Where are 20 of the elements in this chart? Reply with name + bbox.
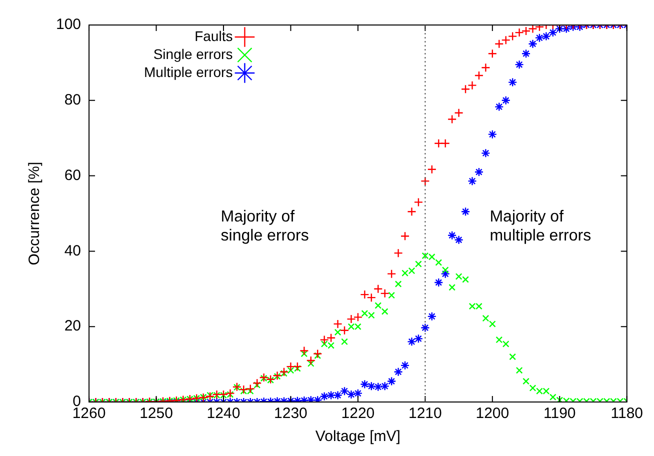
y-axis-title: Occurrence [%] [26, 162, 44, 266]
y-tick-label: 40 [64, 242, 82, 260]
legend-label: Multiple errors [144, 64, 233, 80]
x-tick-label: 1230 [274, 405, 308, 422]
x-tick-label: 1180 [610, 405, 644, 422]
x-tick-label: 1220 [341, 405, 375, 422]
x-tick-label: 1240 [206, 405, 240, 422]
x-tick-label: 1210 [408, 405, 442, 422]
legend-label: Single errors [153, 46, 233, 62]
x-tick-label: 1200 [476, 405, 510, 422]
x-axis-title: Voltage [mV] [315, 428, 400, 446]
y-tick-label: 60 [64, 166, 82, 184]
y-tick-label: 20 [64, 318, 82, 335]
y-tick-label: 100 [56, 16, 82, 34]
annotation: Majority of single errors [220, 208, 309, 245]
y-tick-label: 80 [64, 92, 82, 109]
x-tick-label: 1250 [140, 405, 173, 422]
x-tick-label: 1190 [544, 405, 576, 422]
annotation: Majority of multiple errors [490, 208, 592, 245]
legend-label: Faults [194, 28, 233, 44]
